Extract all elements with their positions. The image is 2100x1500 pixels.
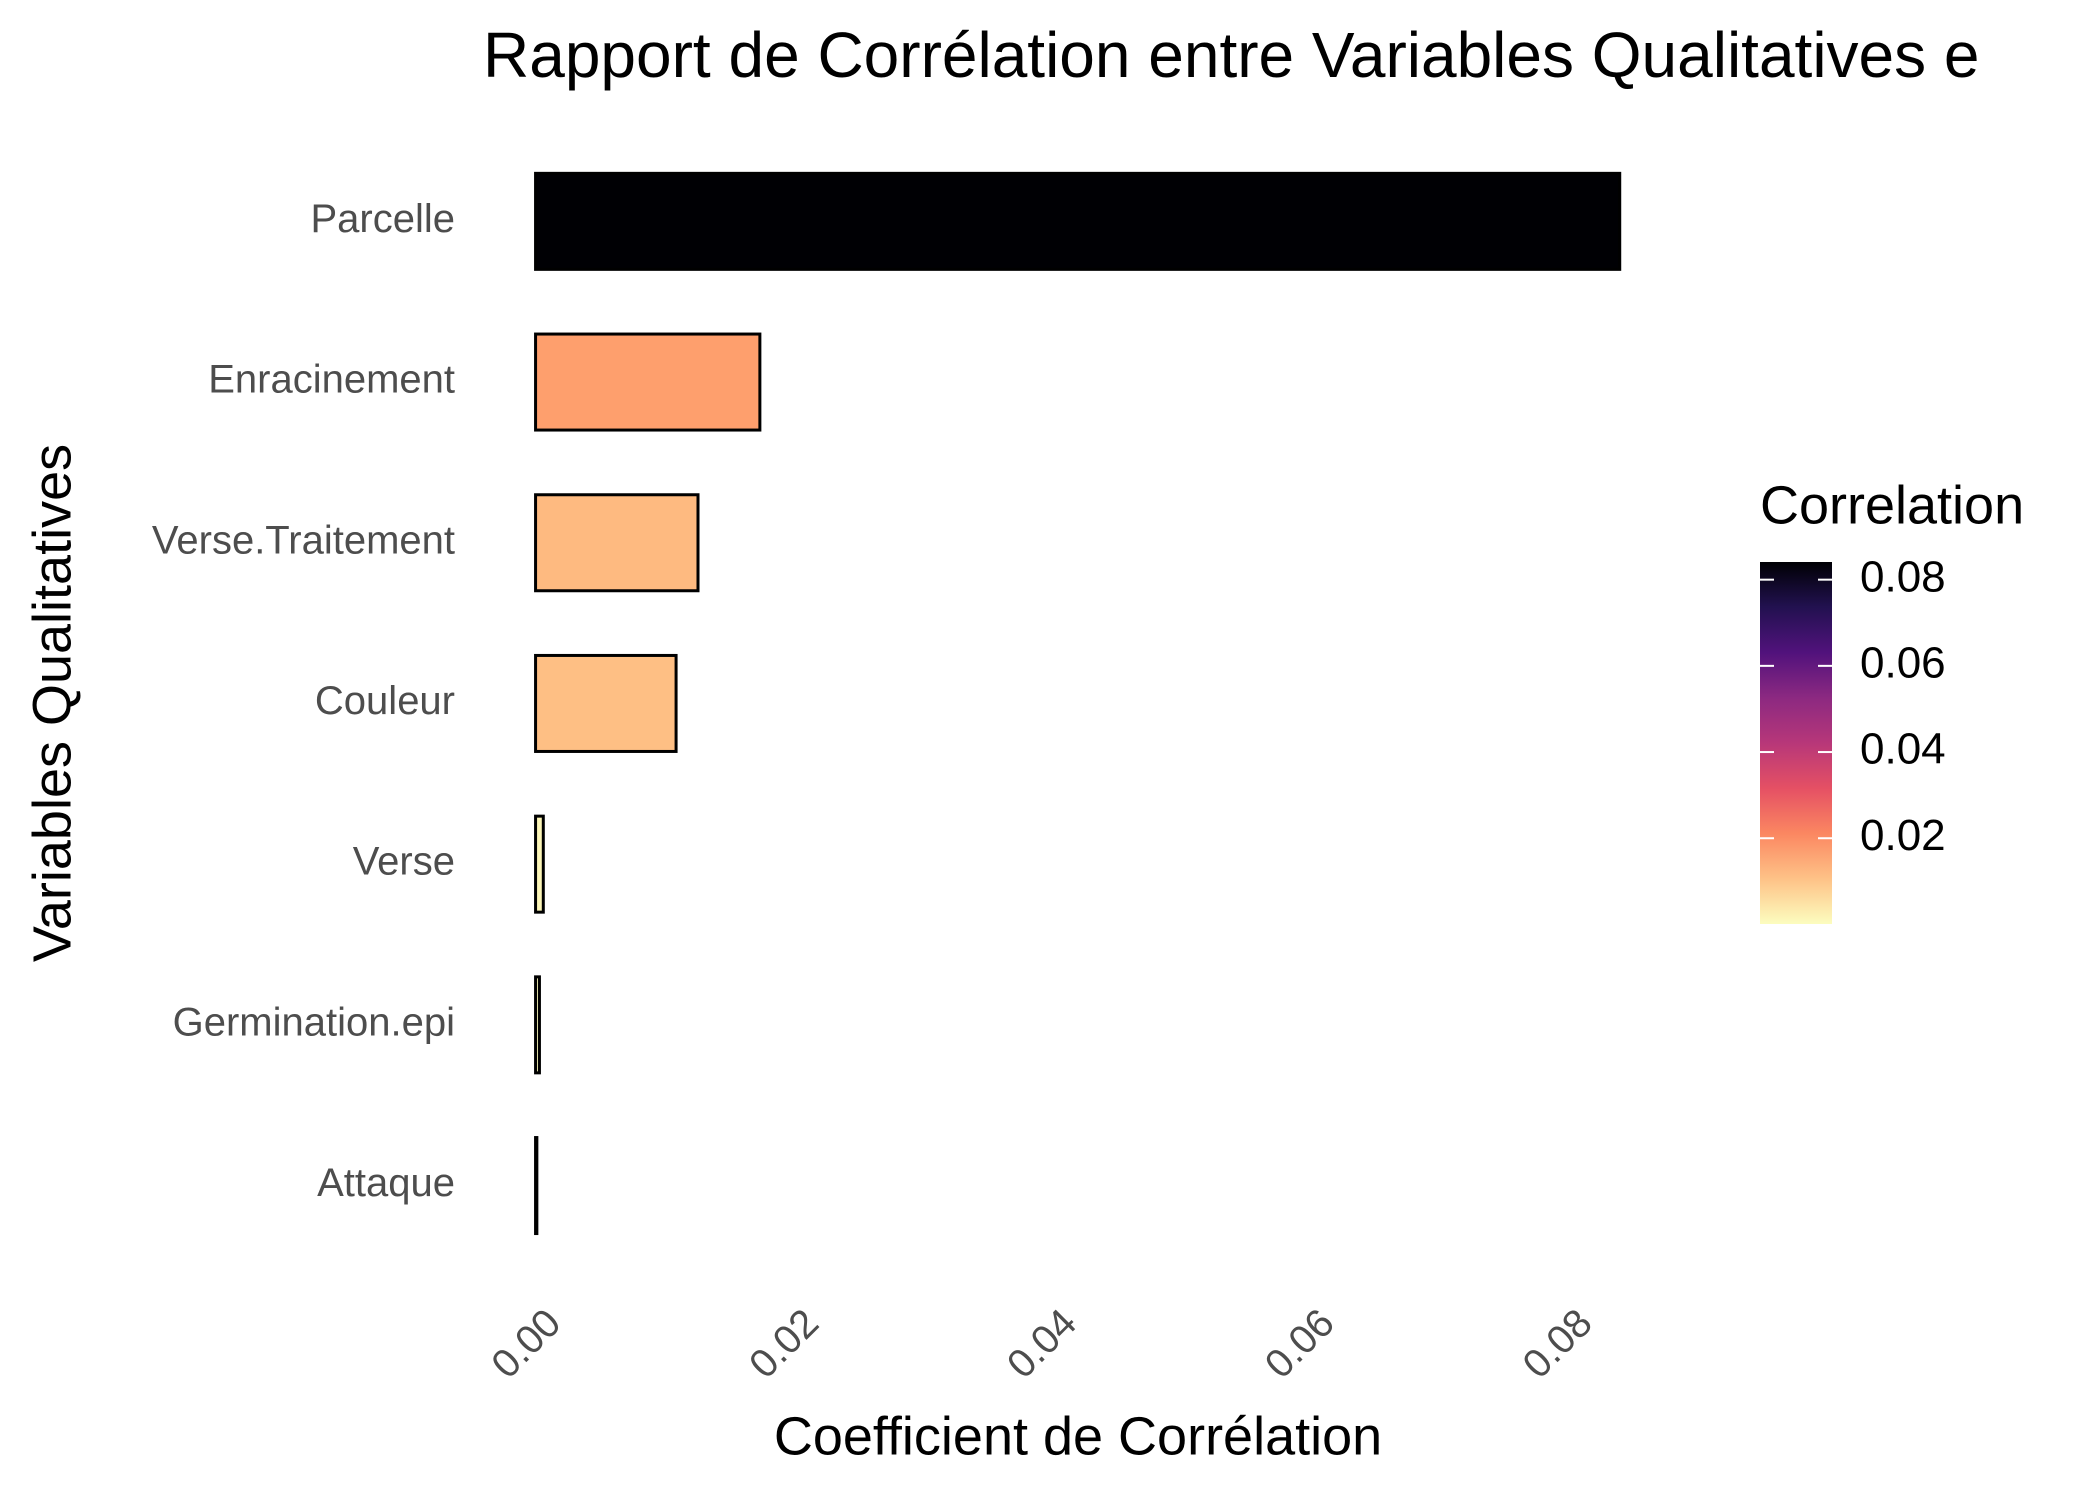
- legend-tick-label: 0.08: [1860, 552, 1946, 601]
- y-tick-label: Parcelle: [310, 197, 455, 241]
- x-tick-label: 0.08: [1515, 1301, 1601, 1387]
- y-axis-title: Variables Qualitatives: [22, 444, 82, 962]
- x-tick-label: 0.00: [483, 1301, 569, 1387]
- bar: [534, 653, 678, 753]
- y-tick-label: Attaque: [317, 1161, 455, 1205]
- y-tick-label: Couleur: [315, 679, 455, 723]
- legend-tick-label: 0.02: [1860, 811, 1946, 860]
- legend-tick-label: 0.04: [1860, 725, 1946, 774]
- x-axis-title: Coefficient de Corrélation: [774, 1406, 1382, 1466]
- x-tick-label: 0.02: [741, 1301, 827, 1387]
- bar: [534, 1136, 539, 1236]
- bar: [534, 332, 762, 432]
- legend-tick-label: 0.06: [1860, 638, 1946, 687]
- x-tick-label: 0.04: [999, 1301, 1085, 1387]
- x-tick-label: 0.06: [1257, 1301, 1343, 1387]
- legend-title: Correlation: [1760, 475, 2024, 535]
- y-tick-label: Enracinement: [208, 358, 455, 402]
- y-tick-label: Verse: [353, 840, 455, 884]
- bar: [534, 171, 1622, 271]
- bar: [534, 493, 700, 593]
- bar: [534, 814, 545, 914]
- chart-title: Rapport de Corrélation entre Variables Q…: [483, 19, 1980, 91]
- colorbar: [1760, 562, 1832, 924]
- bar: [534, 975, 541, 1075]
- y-tick-label: Verse.Traitement: [152, 518, 455, 562]
- y-tick-label: Germination.epi: [173, 1000, 455, 1044]
